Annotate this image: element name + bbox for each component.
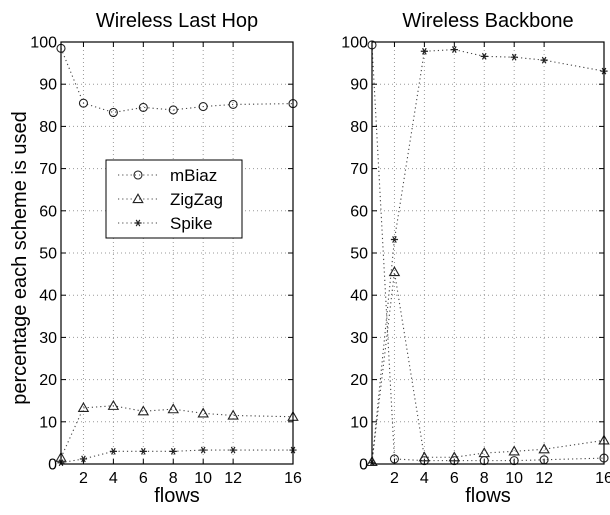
x-tick-label-backbone: 16 <box>595 470 610 487</box>
y-tick-label-backbone: 10 <box>350 414 368 431</box>
legend-label-zigzag: ZigZag <box>170 190 223 209</box>
y-tick-label-last-hop: 0 <box>48 457 57 474</box>
x-tick-label-last-hop: 8 <box>169 470 178 487</box>
y-tick-label-backbone: 40 <box>350 288 368 305</box>
y-tick-label-last-hop: 30 <box>39 330 57 347</box>
y-tick-label-backbone: 100 <box>341 35 368 52</box>
data-point-zigzag-backbone <box>538 443 550 454</box>
legend-marker-mbiaz <box>133 170 143 180</box>
y-tick-label-backbone: 80 <box>350 119 368 136</box>
legend-marker-spike <box>134 219 142 227</box>
legend: mBiaz ZigZag Spike <box>105 159 243 239</box>
y-tick-label-last-hop: 10 <box>39 414 57 431</box>
data-point-zigzag-last-hop <box>107 399 120 410</box>
x-axis-label-last-hop: flows <box>154 485 200 507</box>
y-tick-label-last-hop: 100 <box>30 35 57 52</box>
legend-label-spike: Spike <box>170 214 213 233</box>
x-tick-label-backbone: 12 <box>535 470 553 487</box>
panel-title-last-hop: Wireless Last Hop <box>96 10 258 32</box>
x-tick-label-last-hop: 10 <box>194 470 212 487</box>
legend-marker-zigzag <box>132 193 144 204</box>
y-axis-label-last-hop: percentage each scheme is used <box>9 111 31 405</box>
y-tick-label-backbone: 90 <box>350 77 368 94</box>
data-point-mbiaz-last-hop <box>108 107 118 118</box>
data-point-spike-backbone <box>390 236 399 243</box>
series-line-mbiaz-last-hop <box>60 48 294 114</box>
data-point-mbiaz-last-hop <box>78 98 89 108</box>
x-tick-label-backbone: 6 <box>450 470 459 487</box>
x-tick-label-backbone: 10 <box>505 470 523 487</box>
data-point-mbiaz-backbone <box>389 454 400 464</box>
legend-label-mbiaz: mBiaz <box>170 166 217 185</box>
x-axis-label-backbone: flows <box>465 485 511 507</box>
y-tick-label-last-hop: 20 <box>39 372 57 389</box>
axes-frame-backbone <box>371 41 605 465</box>
x-tick-label-last-hop: 6 <box>139 470 148 487</box>
data-point-zigzag-last-hop <box>197 407 209 418</box>
series-line-zigzag-last-hop <box>60 405 294 458</box>
axes-frame-last-hop <box>60 41 294 465</box>
data-point-zigzag-backbone <box>478 447 491 458</box>
y-tick-label-backbone: 70 <box>350 161 368 178</box>
y-tick-label-backbone: 0 <box>359 457 368 474</box>
data-point-spike-last-hop <box>199 446 207 454</box>
y-tick-label-backbone: 30 <box>350 330 368 347</box>
data-point-zigzag-last-hop <box>167 403 180 414</box>
y-tick-label-backbone: 20 <box>350 372 368 389</box>
x-tick-label-backbone: 4 <box>420 470 429 487</box>
data-point-spike-backbone <box>450 46 458 54</box>
series-line-mbiaz-backbone <box>371 44 605 462</box>
data-point-zigzag-last-hop <box>227 409 239 420</box>
data-point-mbiaz-last-hop <box>168 105 178 115</box>
data-point-spike-last-hop <box>109 447 117 455</box>
data-point-spike-last-hop <box>139 447 147 455</box>
y-tick-label-last-hop: 80 <box>39 119 57 136</box>
x-tick-label-last-hop: 12 <box>224 470 242 487</box>
y-tick-label-last-hop: 60 <box>39 203 57 220</box>
data-point-spike-backbone <box>480 52 488 60</box>
data-point-zigzag-backbone <box>418 451 431 462</box>
data-point-spike-backbone <box>420 47 428 55</box>
data-point-mbiaz-last-hop <box>198 102 208 112</box>
y-tick-label-backbone: 50 <box>350 246 368 263</box>
data-point-mbiaz-last-hop <box>138 102 148 112</box>
y-tick-label-last-hop: 90 <box>39 77 57 94</box>
data-point-spike-backbone <box>510 53 518 61</box>
data-point-spike-last-hop <box>79 455 88 463</box>
legend-box <box>105 159 243 239</box>
series-zigzag-last-hop <box>55 399 299 462</box>
data-point-zigzag-last-hop <box>137 405 150 416</box>
data-point-zigzag-backbone <box>388 266 401 277</box>
data-point-zigzag-backbone <box>448 451 461 462</box>
x-tick-label-last-hop: 16 <box>284 470 302 487</box>
data-point-spike-last-hop <box>229 446 237 454</box>
y-tick-label-last-hop: 50 <box>39 246 57 263</box>
data-point-zigzag-backbone <box>508 445 520 456</box>
data-point-mbiaz-last-hop <box>228 99 238 110</box>
data-point-spike-last-hop <box>169 447 177 455</box>
y-tick-label-last-hop: 40 <box>39 288 57 305</box>
panel-title-backbone: Wireless Backbone <box>402 10 573 32</box>
series-line-spike-last-hop <box>60 449 293 464</box>
y-tick-label-backbone: 60 <box>350 203 368 220</box>
x-tick-label-last-hop: 2 <box>79 470 88 487</box>
data-point-spike-backbone <box>540 56 548 64</box>
data-point-zigzag-last-hop <box>77 401 90 413</box>
x-tick-label-backbone: 2 <box>390 470 399 487</box>
y-tick-label-last-hop: 70 <box>39 161 57 178</box>
data-point-zigzag-backbone <box>366 455 378 467</box>
data-point-mbiaz-backbone <box>509 456 519 466</box>
x-tick-label-last-hop: 4 <box>109 470 118 487</box>
x-tick-label-backbone: 8 <box>480 470 489 487</box>
